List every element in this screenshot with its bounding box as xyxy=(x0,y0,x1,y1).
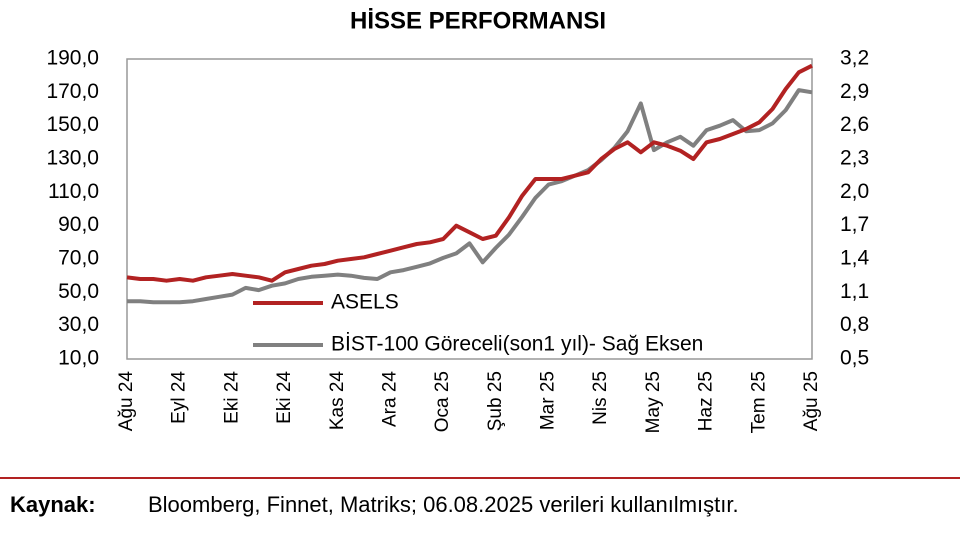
chart-title: HİSSE PERFORMANSI xyxy=(350,7,606,34)
x-tick-label: Kas 24 xyxy=(327,371,348,431)
y-tick-label: 90,0 xyxy=(58,213,99,236)
legend-label: ASELS xyxy=(331,291,399,314)
y2-tick-label: 2,3 xyxy=(840,147,869,170)
plot-frame xyxy=(126,58,813,360)
y-tick-label: 150,0 xyxy=(46,113,99,136)
x-tick-label: Nis 25 xyxy=(590,371,611,425)
y-tick-label: 110,0 xyxy=(48,180,99,203)
y-tick-label: 30,0 xyxy=(58,313,99,336)
y2-tick-label: 2,9 xyxy=(840,80,869,103)
x-tick-label: Şub 25 xyxy=(485,371,506,431)
x-tick-label: May 25 xyxy=(643,371,664,433)
y2-tick-label: 2,6 xyxy=(840,113,869,136)
x-tick-label: Oca 25 xyxy=(432,371,453,432)
y2-tick-label: 1,4 xyxy=(840,247,870,270)
x-tick-label: Ağu 24 xyxy=(116,371,137,432)
y-tick-label: 50,0 xyxy=(58,280,99,303)
x-tick-label: Ağu 25 xyxy=(801,371,822,431)
x-tick-label: Mar 25 xyxy=(538,371,559,430)
x-tick-label: Eyl 24 xyxy=(169,371,190,424)
y-tick-label: 190,0 xyxy=(46,47,99,70)
series-line xyxy=(127,88,813,305)
y-tick-label: 130,0 xyxy=(46,147,99,170)
y2-tick-label: 2,0 xyxy=(840,180,869,203)
source-label: Kaynak: xyxy=(10,492,96,517)
x-tick-label: Tem 25 xyxy=(748,371,769,433)
y2-tick-label: 1,1 xyxy=(840,280,869,303)
x-tick-label: Eki 24 xyxy=(274,371,295,424)
x-tick-label: Haz 25 xyxy=(696,371,717,431)
x-tick-label: Ara 24 xyxy=(379,371,400,427)
y-tick-label: 70,0 xyxy=(58,247,99,270)
y-tick-label: 10,0 xyxy=(58,347,99,370)
source-text: Bloomberg, Finnet, Matriks; 06.08.2025 v… xyxy=(148,492,739,517)
y2-tick-label: 0,8 xyxy=(840,313,869,336)
y2-tick-label: 1,7 xyxy=(840,213,869,236)
legend-label: BİST-100 Göreceli(son1 yıl)- Sağ Eksen xyxy=(331,333,703,356)
y-tick-label: 170,0 xyxy=(46,80,99,103)
y2-tick-label: 0,5 xyxy=(840,347,869,370)
series-line xyxy=(126,63,813,283)
x-tick-label: Eki 24 xyxy=(221,371,242,424)
y2-tick-label: 3,2 xyxy=(840,47,869,70)
